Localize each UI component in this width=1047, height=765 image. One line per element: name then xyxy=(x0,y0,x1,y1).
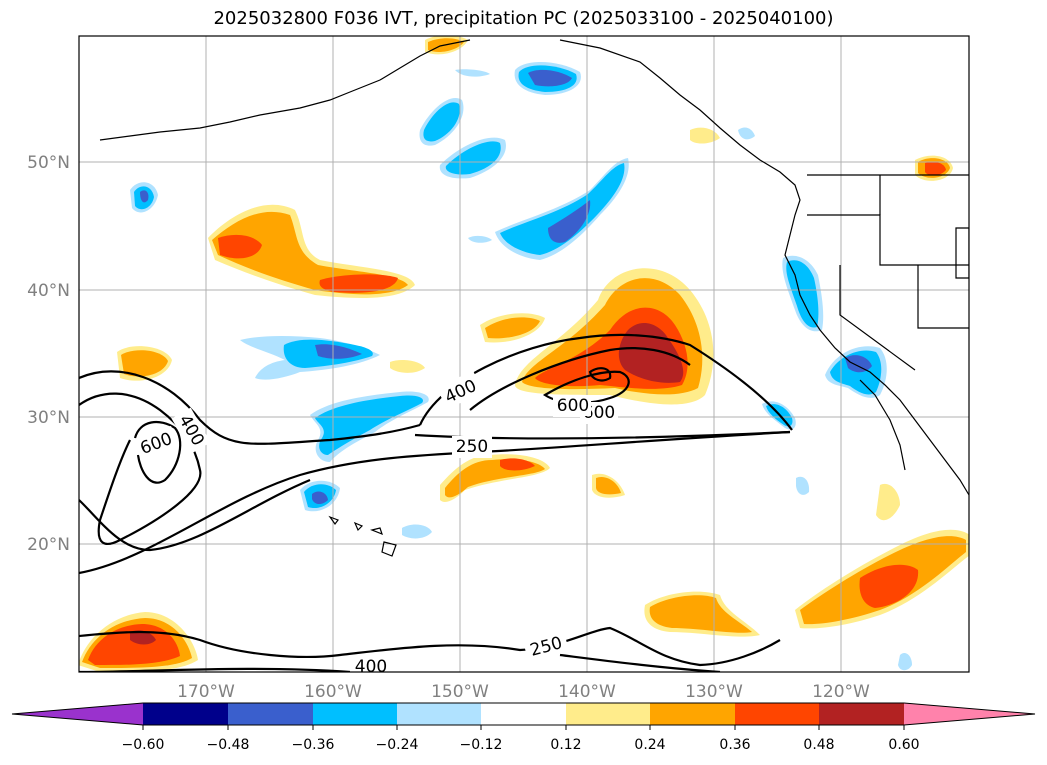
colorbar-tick: −0.48 xyxy=(207,737,250,753)
colorbar-tick: 0.24 xyxy=(634,737,665,753)
contour-label: 600 xyxy=(557,396,589,416)
ivt-contours xyxy=(79,333,793,672)
lat-tick-40n: 40°N xyxy=(27,281,70,301)
map-title: 2025032800 F036 IVT, precipitation PC (2… xyxy=(213,8,834,29)
colorbar-tick: −0.60 xyxy=(122,737,165,753)
colorbar-segment xyxy=(397,703,481,725)
colorbar-tick: −0.36 xyxy=(292,737,335,753)
hawaii-islands xyxy=(328,515,397,557)
lat-tick-20n: 20°N xyxy=(27,535,70,555)
map-frame xyxy=(78,35,970,673)
lon-tick-140w: 140°W xyxy=(558,682,616,702)
coastlines xyxy=(99,39,969,496)
colorbar-tick: 0.48 xyxy=(803,737,834,753)
colorbar-tick: 0.36 xyxy=(719,737,750,753)
contour-label-background xyxy=(555,396,591,416)
colorbar-tick: −0.24 xyxy=(376,737,419,753)
colorbar-segment xyxy=(481,703,566,725)
contour-label: 250 xyxy=(456,437,488,457)
colorbar-segment xyxy=(735,703,819,725)
map-panel xyxy=(79,36,969,672)
colorbar-tick: −0.12 xyxy=(460,737,503,753)
lat-lon-gridlines xyxy=(79,36,969,672)
latitude-tick-labels: 50°N 40°N 30°N 20°N xyxy=(27,153,70,555)
colorbar-segment xyxy=(143,703,228,725)
lon-tick-120w: 120°W xyxy=(812,682,870,702)
colorbar-tick: 0.60 xyxy=(888,737,919,753)
lon-tick-150w: 150°W xyxy=(431,682,489,702)
longitude-tick-labels: 170°W 160°W 150°W 140°W 130°W 120°W xyxy=(177,682,870,702)
colorbar-segment xyxy=(228,703,313,725)
colorbar-segment xyxy=(313,703,397,725)
colorbar: −0.60 −0.48 −0.36 −0.24 −0.12 0.12 0.24 … xyxy=(11,702,1036,753)
colorbar-extend-min xyxy=(12,703,143,725)
lat-tick-30n: 30°N xyxy=(27,408,70,428)
colorbar-extend-max xyxy=(904,703,1035,725)
lon-tick-170w: 170°W xyxy=(177,682,235,702)
lon-tick-160w: 160°W xyxy=(304,682,362,702)
lat-tick-50n: 50°N xyxy=(27,153,70,173)
precip-negative-blue-fill xyxy=(134,65,882,509)
lon-tick-130w: 130°W xyxy=(685,682,743,702)
colorbar-tick: 0.12 xyxy=(550,737,581,753)
colorbar-segment xyxy=(650,703,735,725)
colorbar-segment xyxy=(566,703,650,725)
colorbar-segment xyxy=(819,703,904,725)
contour-label: 400 xyxy=(355,657,387,677)
precip-negative-royalblue-fill xyxy=(140,69,872,505)
